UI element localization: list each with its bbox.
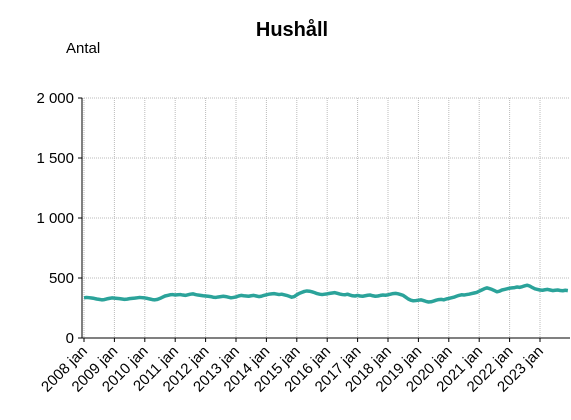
y-tick-label: 500: [49, 270, 74, 287]
y-tick-label: 0: [66, 330, 74, 347]
y-tick-label: 1 500: [36, 150, 74, 167]
data-line: [83, 283, 569, 304]
y-tick-label: 2 000: [36, 90, 74, 107]
y-tick-label: 1 000: [36, 210, 74, 227]
chart-title: Hushåll: [256, 18, 328, 41]
y-axis-label: Antal: [66, 40, 100, 57]
